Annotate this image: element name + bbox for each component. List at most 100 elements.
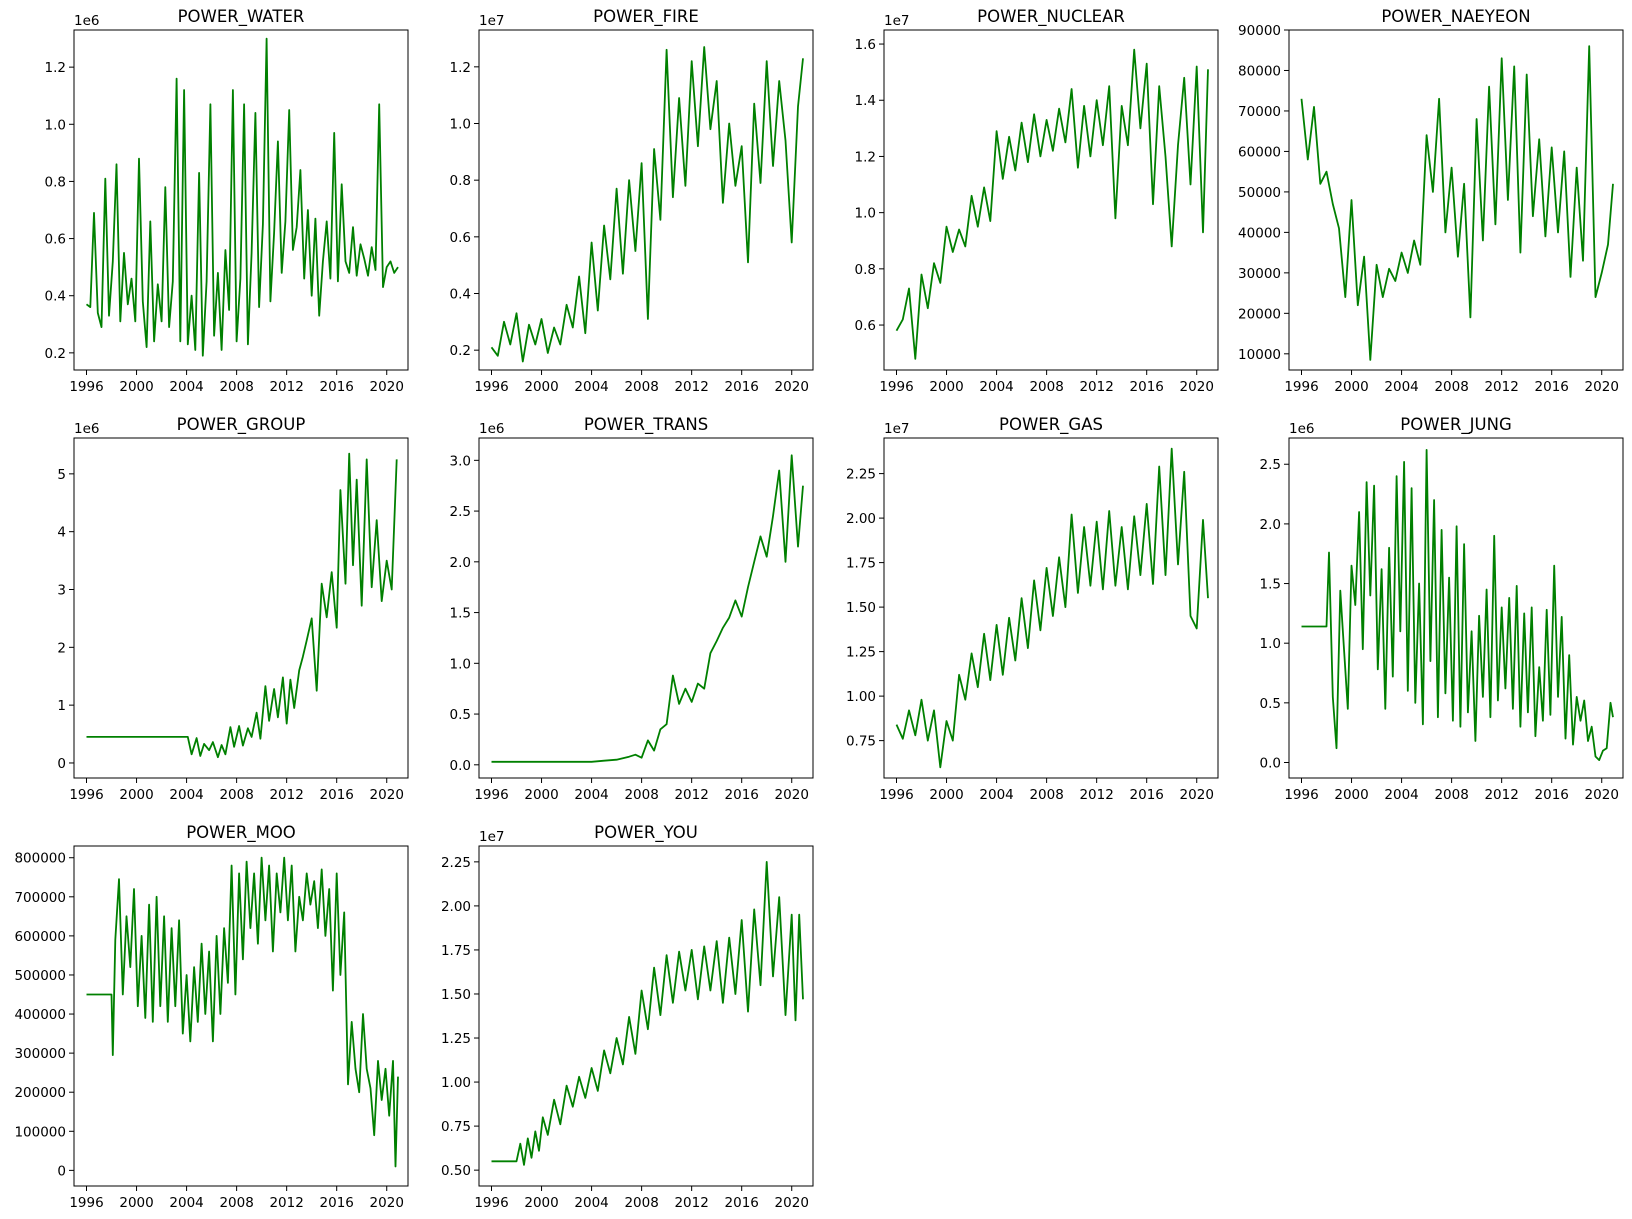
y-tick-label: 1.2 [855, 149, 876, 165]
x-tick-label: 2016 [1130, 787, 1164, 803]
x-tick-label: 2020 [775, 379, 809, 395]
y-tick-label: 20000 [1238, 306, 1281, 322]
x-tick-label: 2020 [1180, 379, 1214, 395]
x-tick-label: 2016 [320, 1195, 354, 1211]
x-tick-label: 2020 [1180, 787, 1214, 803]
y-tick-label: 0.75 [441, 1119, 471, 1135]
axes-frame [73, 845, 409, 1187]
y-tick-label: 200000 [14, 1085, 66, 1101]
series-line [85, 37, 399, 357]
y-tick-label: 1.0 [450, 656, 471, 672]
x-tick-label: 2004 [169, 379, 203, 395]
x-tick-label: 2004 [979, 379, 1013, 395]
y-tick-label: 2.0 [450, 555, 471, 571]
x-tick-label: 1996 [69, 1195, 103, 1211]
y-tick-label: 0.0 [1260, 755, 1281, 771]
y-tick-label: 4 [57, 525, 66, 541]
y-tick-label: 10000 [1238, 347, 1281, 363]
y-tick-label: 1 [57, 698, 66, 714]
x-tick-label: 2016 [1535, 787, 1569, 803]
axes-frame [73, 29, 409, 371]
x-tick-label: 1996 [879, 379, 913, 395]
y-tick-label: 90000 [1238, 23, 1281, 39]
y-tick-label: 1.75 [441, 943, 471, 959]
x-tick-label: 2016 [320, 379, 354, 395]
x-tick-label: 2012 [1079, 379, 1113, 395]
series-line [895, 447, 1209, 769]
x-tick-label: 1996 [1284, 787, 1318, 803]
x-tick-label: 2020 [370, 1195, 404, 1211]
y-tick-label: 5 [57, 467, 66, 483]
y-tick-label: 0.6 [45, 232, 66, 248]
x-tick-label: 1996 [474, 379, 508, 395]
x-tick-label: 2008 [1434, 787, 1468, 803]
y-axis-offset-label: 1e7 [479, 13, 504, 29]
y-tick-label: 1.2 [450, 60, 471, 76]
x-tick-label: 2012 [269, 1195, 303, 1211]
x-tick-label: 2020 [370, 379, 404, 395]
y-tick-label: 1.0 [45, 117, 66, 133]
x-tick-label: 2004 [574, 1195, 608, 1211]
y-tick-label: 1.50 [846, 600, 876, 616]
y-tick-label: 0.50 [441, 1163, 471, 1179]
y-tick-label: 2.25 [441, 855, 471, 871]
y-tick-label: 600000 [14, 929, 66, 945]
x-tick-label: 2000 [524, 787, 558, 803]
y-tick-label: 1.25 [846, 645, 876, 661]
x-tick-label: 2000 [524, 379, 558, 395]
x-tick-label: 2012 [674, 379, 708, 395]
y-tick-label: 0.8 [450, 173, 471, 189]
y-tick-label: 1.75 [846, 556, 876, 572]
y-tick-label: 1.25 [441, 1031, 471, 1047]
subplot-power-jung: POWER_JUNG 1e6 0.0 0.5 1.0 1.5 2.0 2.5 1996 2000 2… [1260, 415, 1624, 803]
y-tick-label: 0.8 [855, 262, 876, 278]
x-tick-label: 2000 [524, 1195, 558, 1211]
x-tick-label: 2008 [1029, 787, 1063, 803]
y-tick-label: 400000 [14, 1007, 66, 1023]
chart-title: POWER_MOO [186, 823, 296, 843]
chart-title: POWER_GAS [999, 415, 1103, 435]
axes-frame [478, 29, 814, 371]
x-tick-label: 1996 [474, 787, 508, 803]
chart-title: POWER_YOU [594, 823, 698, 843]
y-tick-label: 3.0 [450, 453, 471, 469]
x-tick-label: 2016 [725, 379, 759, 395]
x-tick-label: 2008 [624, 1195, 658, 1211]
x-tick-label: 2020 [775, 787, 809, 803]
y-tick-label: 0.2 [45, 346, 66, 362]
y-tick-label: 0.5 [450, 707, 471, 723]
axes-frame [1288, 437, 1624, 779]
y-tick-label: 0.4 [450, 287, 471, 303]
y-tick-label: 1.0 [855, 206, 876, 222]
x-tick-label: 1996 [1284, 379, 1318, 395]
y-tick-label: 1.2 [45, 60, 66, 76]
x-tick-label: 2000 [1334, 787, 1368, 803]
x-tick-label: 1996 [69, 787, 103, 803]
subplot-power-you: POWER_YOU 1e7 0.50 0.75 1.00 1.25 1.50 1.75 2.00… [441, 823, 814, 1211]
x-tick-label: 2020 [370, 787, 404, 803]
subplot-power-fire: POWER_FIRE 1e7 0.2 0.4 0.6 0.8 1.0 1.2 1996 2000 2… [450, 7, 814, 395]
x-tick-label: 2008 [1029, 379, 1063, 395]
y-tick-label: 0.8 [45, 174, 66, 190]
y-axis-offset-label: 1e7 [479, 829, 504, 845]
y-tick-label: 60000 [1238, 144, 1281, 160]
x-tick-label: 2000 [929, 787, 963, 803]
y-tick-label: 80000 [1238, 63, 1281, 79]
x-tick-label: 2012 [674, 787, 708, 803]
y-tick-label: 50000 [1238, 185, 1281, 201]
x-tick-label: 2020 [1585, 787, 1619, 803]
y-tick-label: 1.6 [855, 37, 876, 53]
series-line [491, 454, 804, 763]
x-tick-label: 2016 [725, 787, 759, 803]
y-tick-label: 2.0 [1260, 517, 1281, 533]
y-tick-label: 300000 [14, 1046, 66, 1062]
axes-frame [883, 437, 1219, 779]
series-line [490, 46, 804, 363]
chart-title: POWER_FIRE [593, 7, 699, 27]
series-line [491, 861, 804, 1166]
x-tick-label: 2004 [979, 787, 1013, 803]
series-line [86, 452, 398, 759]
x-tick-label: 2008 [219, 787, 253, 803]
x-tick-label: 2004 [169, 1195, 203, 1211]
